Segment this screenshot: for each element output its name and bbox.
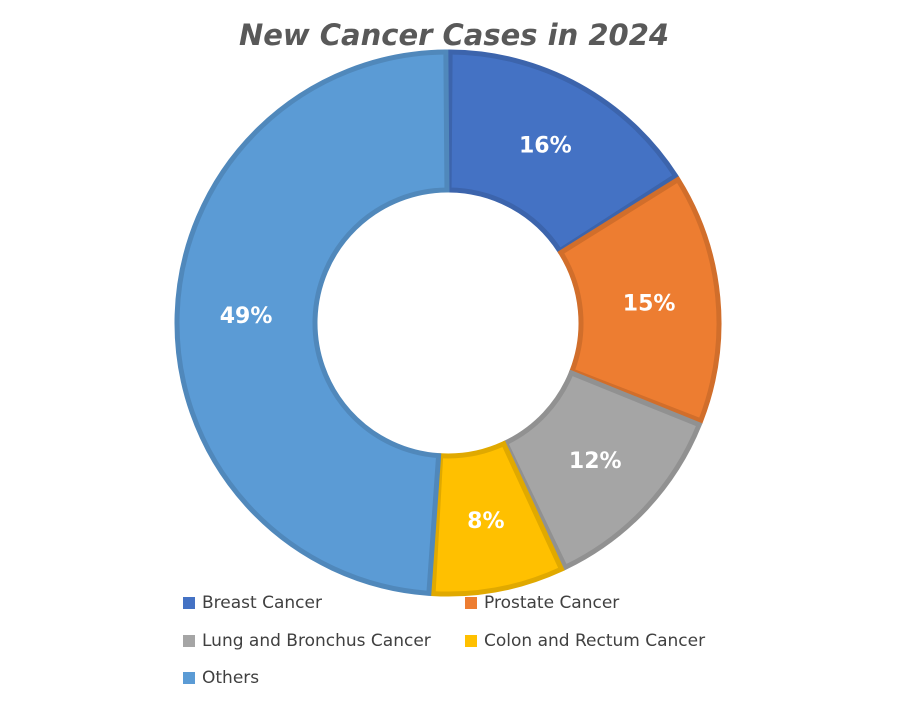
chart-title: New Cancer Cases in 2024: [238, 18, 670, 52]
data-label-lung-and-bronchus-cancer: 12%: [569, 449, 622, 474]
donut-labels: 16% 15% 12% 8% 49%: [220, 133, 676, 533]
slice-colon-and-rectum-cancer: [430, 440, 565, 597]
slice-lung-and-bronchus-cancer: [502, 369, 703, 571]
slice-others: [174, 49, 450, 596]
donut-slices: [174, 49, 722, 597]
data-label-colon-and-rectum-cancer: 8%: [467, 509, 504, 534]
data-label-prostate-cancer: 15%: [623, 291, 676, 316]
data-label-others: 49%: [220, 304, 273, 329]
slice-prostate-cancer: [557, 176, 722, 425]
slice-breast-cancer: [446, 49, 680, 255]
data-label-breast-cancer: 16%: [519, 133, 572, 158]
